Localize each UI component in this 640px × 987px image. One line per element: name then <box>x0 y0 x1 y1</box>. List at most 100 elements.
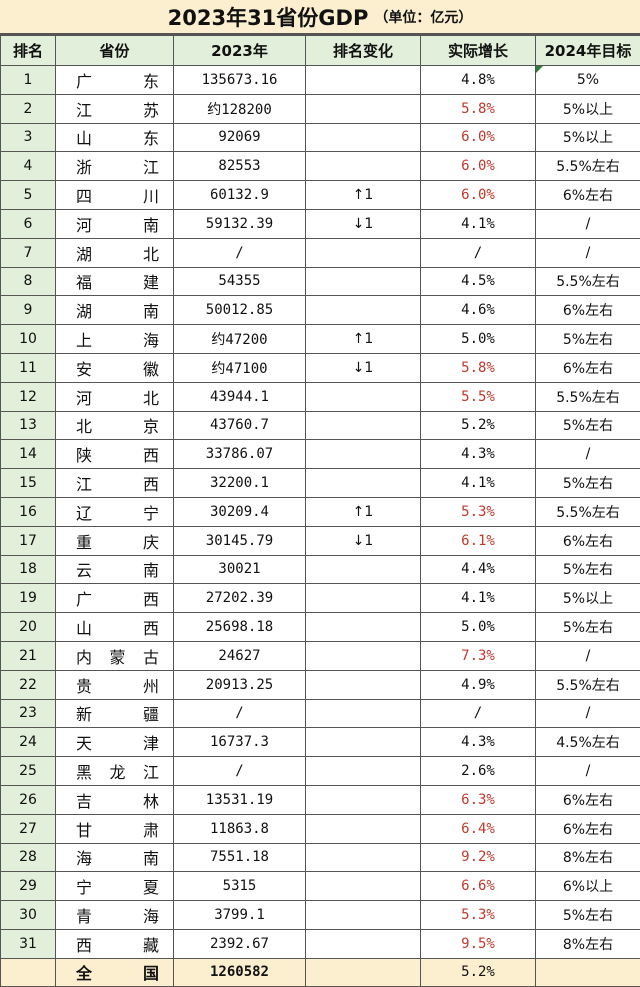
rank-cell: 30 <box>0 900 56 930</box>
rank-cell: 12 <box>0 381 56 412</box>
target-cell: / <box>535 237 640 268</box>
target-cell: 5%左右 <box>535 612 640 642</box>
province-cell: 云南 <box>55 554 174 585</box>
rank-cell: 17 <box>0 525 56 556</box>
rank-change-cell <box>305 439 421 470</box>
target-cell: 5.5%左右 <box>535 496 640 527</box>
rank-cell <box>0 957 56 987</box>
growth-cell: 4.1% <box>420 208 536 239</box>
province-name: 甘肃 <box>76 820 159 840</box>
growth-cell: 4.3% <box>420 439 536 470</box>
province-name: 江西 <box>76 475 159 495</box>
growth-cell: 5.5% <box>420 381 536 412</box>
target-cell: 5%左右 <box>535 900 640 930</box>
province-name: 贵州 <box>76 676 159 696</box>
table-row: 8 福建 54355 4.5% 5.5%左右 <box>0 266 640 297</box>
growth-cell: 4.5% <box>420 266 536 297</box>
target-cell: 6%左右 <box>535 295 640 326</box>
rank-change-cell <box>305 813 421 844</box>
rank-cell: 5 <box>0 180 56 210</box>
table-row: 31 西藏 2392.67 9.5% 8%左右 <box>0 928 640 959</box>
gdp-cell: 5315 <box>173 871 306 902</box>
target-cell: 6%左右 <box>535 813 640 844</box>
target-cell: 6%左右 <box>535 180 640 210</box>
gdp-cell: 92069 <box>173 122 306 153</box>
growth-cell: 5.0% <box>420 324 536 354</box>
province-cell: 内蒙古 <box>55 640 174 671</box>
rank-change-cell <box>305 612 421 642</box>
rank-change-cell: ↓1 <box>305 208 421 239</box>
target-cell: / <box>535 640 640 671</box>
growth-cell: 5.2% <box>420 957 536 987</box>
gdp-cell: 50012.85 <box>173 295 306 326</box>
table-row: 21 内蒙古 24627 7.3% / <box>0 640 640 671</box>
header-gdp-2023: 2023年 <box>173 35 306 66</box>
table-row: 28 海南 7551.18 9.2% 8%左右 <box>0 842 640 873</box>
table-row: 22 贵州 20913.25 4.9% 5.5%左右 <box>0 669 640 700</box>
rank-change-cell: ↑1 <box>305 324 421 354</box>
growth-cell: 4.3% <box>420 727 536 758</box>
province-name: 山西 <box>76 619 159 639</box>
gdp-cell: 27202.39 <box>173 583 306 614</box>
province-cell: 安徽 <box>55 352 174 383</box>
rank-cell: 4 <box>0 151 56 182</box>
province-cell: 贵州 <box>55 669 174 700</box>
rank-change-cell <box>305 756 421 786</box>
gdp-cell: 约47100 <box>173 352 306 383</box>
rank-cell: 7 <box>0 237 56 268</box>
target-cell: 4.5%左右 <box>535 727 640 758</box>
growth-cell: 2.6% <box>420 756 536 786</box>
gdp-table: 排名 省份 2023年 排名变化 实际增长 2024年目标 1 广东 135673.… <box>0 35 640 987</box>
province-name: 内蒙古 <box>76 647 159 667</box>
province-name: 吉林 <box>76 791 159 811</box>
rank-change-cell <box>305 640 421 671</box>
growth-cell: 6.0% <box>420 151 536 182</box>
rank-change-cell <box>305 871 421 902</box>
rank-cell: 24 <box>0 727 56 758</box>
target-cell: 5%左右 <box>535 468 640 498</box>
table-row: 2 江苏 约128200 5.8% 5%以上 <box>0 93 640 124</box>
rank-cell: 18 <box>0 554 56 585</box>
rank-cell: 15 <box>0 468 56 498</box>
target-cell: 8%左右 <box>535 842 640 873</box>
target-cell <box>535 957 640 987</box>
growth-cell: 5.0% <box>420 612 536 642</box>
rank-cell: 21 <box>0 640 56 671</box>
growth-cell: 6.3% <box>420 784 536 815</box>
province-cell: 天津 <box>55 727 174 758</box>
province-name: 浙江 <box>76 158 159 178</box>
target-cell: 5%以上 <box>535 93 640 124</box>
gdp-cell: 82553 <box>173 151 306 182</box>
province-cell: 广西 <box>55 583 174 614</box>
province-name: 湖北 <box>76 244 159 264</box>
gdp-cell: / <box>173 237 306 268</box>
growth-cell: 5.8% <box>420 352 536 383</box>
rank-change-cell <box>305 583 421 614</box>
rank-change-cell <box>305 65 421 95</box>
rank-change-cell: ↑1 <box>305 496 421 527</box>
rank-cell: 8 <box>0 266 56 297</box>
rank-change-cell: ↓1 <box>305 525 421 556</box>
gdp-cell: 3799.1 <box>173 900 306 930</box>
province-name: 广东 <box>76 71 159 91</box>
growth-cell: 4.1% <box>420 583 536 614</box>
gdp-cell: 43944.1 <box>173 381 306 412</box>
table-row: 27 甘肃 11863.8 6.4% 6%左右 <box>0 813 640 844</box>
gdp-cell: / <box>173 698 306 729</box>
gdp-cell: 59132.39 <box>173 208 306 239</box>
province-cell: 陕西 <box>55 439 174 470</box>
rank-cell: 2 <box>0 93 56 124</box>
target-cell: 5.5%左右 <box>535 151 640 182</box>
rank-change-cell <box>305 928 421 959</box>
table-row: 10 上海 约47200 ↑1 5.0% 5%左右 <box>0 324 640 354</box>
rank-cell: 23 <box>0 698 56 729</box>
growth-cell: 6.4% <box>420 813 536 844</box>
target-cell: 6%左右 <box>535 525 640 556</box>
table-row: 5 四川 60132.9 ↑1 6.0% 6%左右 <box>0 180 640 210</box>
province-name: 上海 <box>76 331 159 351</box>
table-row: 1 广东 135673.16 4.8% 5% <box>0 65 640 95</box>
province-name: 辽宁 <box>76 503 159 523</box>
province-cell: 吉林 <box>55 784 174 815</box>
growth-cell: / <box>420 698 536 729</box>
rank-change-cell <box>305 410 421 441</box>
